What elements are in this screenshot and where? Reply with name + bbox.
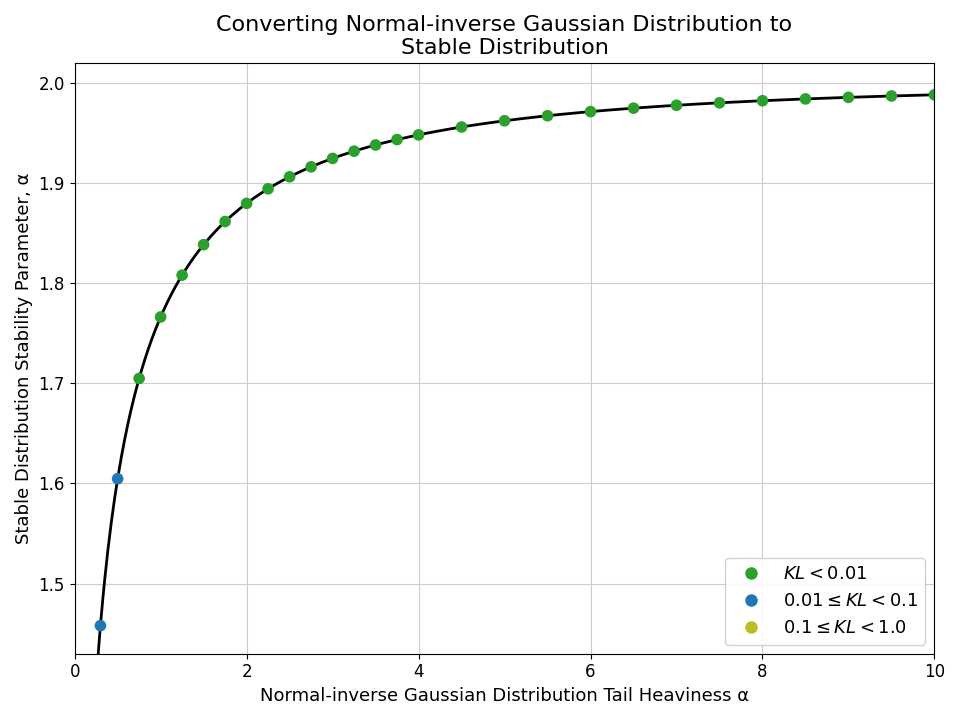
- Point: [411, 129, 426, 140]
- Point: [93, 620, 108, 631]
- Point: [669, 99, 684, 111]
- Point: [711, 97, 727, 109]
- Point: [239, 197, 254, 209]
- Point: [196, 239, 211, 251]
- X-axis label: Normal-inverse Gaussian Distribution Tail Heaviness α: Normal-inverse Gaussian Distribution Tai…: [260, 687, 749, 705]
- Point: [626, 102, 641, 114]
- Point: [110, 473, 126, 485]
- Point: [454, 121, 469, 132]
- Point: [153, 311, 168, 323]
- Point: [926, 89, 942, 101]
- Point: [217, 216, 232, 228]
- Point: [798, 93, 813, 104]
- Point: [175, 269, 190, 281]
- Point: [347, 145, 362, 157]
- Point: [540, 110, 555, 122]
- Point: [282, 171, 298, 183]
- Point: [324, 153, 340, 164]
- Legend: $KL < 0.01$, $0.01 \leq KL < 0.1$, $0.1 \leq KL < 1.0$: $KL < 0.01$, $0.01 \leq KL < 0.1$, $0.1 …: [726, 558, 925, 644]
- Point: [303, 161, 319, 173]
- Point: [368, 139, 383, 150]
- Point: [841, 91, 856, 103]
- Point: [390, 134, 405, 145]
- Y-axis label: Stable Distribution Stability Parameter, α: Stable Distribution Stability Parameter,…: [15, 173, 33, 544]
- Point: [132, 373, 147, 384]
- Point: [497, 115, 513, 127]
- Point: [755, 95, 770, 107]
- Title: Converting Normal-inverse Gaussian Distribution to
Stable Distribution: Converting Normal-inverse Gaussian Distr…: [217, 15, 793, 58]
- Point: [884, 90, 900, 102]
- Point: [583, 106, 598, 117]
- Point: [260, 183, 276, 194]
